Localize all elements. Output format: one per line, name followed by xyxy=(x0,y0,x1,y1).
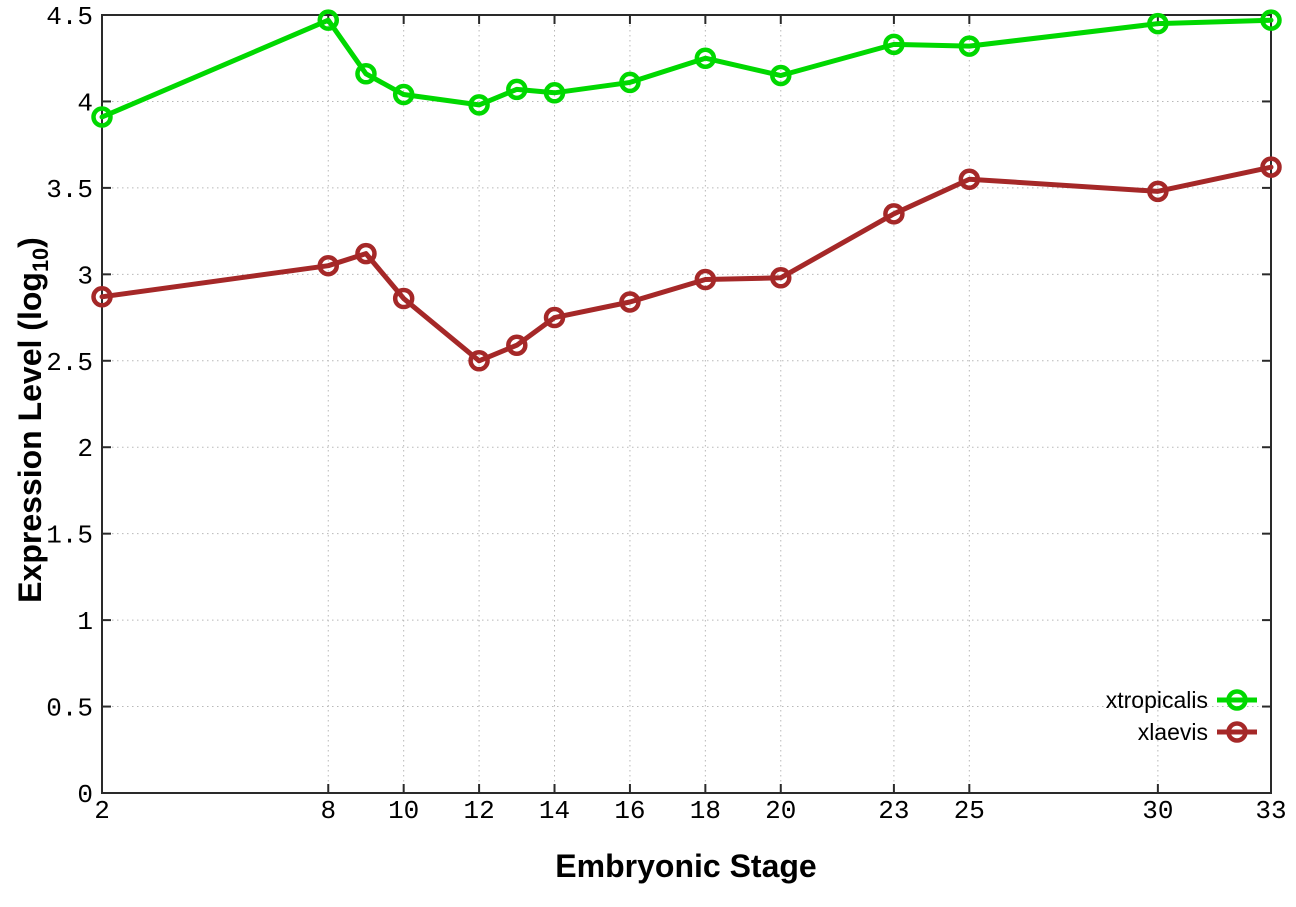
data-point-xtropicalis-30 xyxy=(1147,12,1169,35)
data-point-xlaevis-20 xyxy=(770,267,792,289)
data-point-xtropicalis-20 xyxy=(770,64,792,87)
x-tick-label: 10 xyxy=(388,796,419,826)
x-tick-label: 23 xyxy=(878,796,909,826)
x-tick-label: 25 xyxy=(954,796,985,826)
y-tick-label: 3.5 xyxy=(46,175,93,205)
x-tick-label: 30 xyxy=(1142,796,1173,826)
data-point-xlaevis-10 xyxy=(392,287,415,310)
data-point-xlaevis-16 xyxy=(619,291,641,313)
x-tick-label: 16 xyxy=(614,796,645,826)
data-point-xtropicalis-9 xyxy=(355,63,377,85)
x-tick-label: 14 xyxy=(539,796,570,826)
data-point-xlaevis-18 xyxy=(694,268,717,291)
data-point-xlaevis-25 xyxy=(958,168,981,190)
data-point-xlaevis-9 xyxy=(355,242,377,265)
data-point-xtropicalis-14 xyxy=(543,82,566,104)
y-axis-title-text: Expression Level (log xyxy=(11,272,48,603)
y-tick-label: 0.5 xyxy=(46,694,93,724)
data-point-xlaevis-23 xyxy=(883,203,905,225)
legend-item-xlaevis: xlaevis xyxy=(1106,716,1258,748)
data-point-xlaevis-12 xyxy=(468,350,490,372)
data-point-xlaevis-13 xyxy=(506,334,528,356)
plot-border xyxy=(101,14,1272,794)
x-tick-label: 33 xyxy=(1255,796,1286,826)
y-tick-label: 2.5 xyxy=(46,348,93,378)
data-point-xtropicalis-2 xyxy=(91,106,113,128)
series-line-xtropicalis xyxy=(99,17,1274,120)
legend-label-xlaevis: xlaevis xyxy=(1137,718,1208,745)
legend: xtropicalis xlaevis xyxy=(1106,684,1258,748)
y-axis-title: Expression Level (log10) xyxy=(12,237,54,603)
data-point-xlaevis-14 xyxy=(543,306,566,329)
data-point-xlaevis-2 xyxy=(91,286,113,308)
y-tick-label: 2 xyxy=(77,434,93,464)
data-point-xtropicalis-25 xyxy=(958,35,981,57)
legend-label-xtropicalis: xtropicalis xyxy=(1105,686,1208,713)
data-point-xtropicalis-10 xyxy=(392,83,415,106)
legend-marker-icon xyxy=(1217,689,1257,711)
y-tick-label: 0 xyxy=(77,780,93,810)
y-tick-label: 4.5 xyxy=(46,2,93,32)
data-point-xtropicalis-8 xyxy=(317,9,340,31)
series-line-xlaevis xyxy=(99,164,1274,364)
x-axis-title: Embryonic Stage xyxy=(555,848,817,884)
legend-item-xtropicalis: xtropicalis xyxy=(1106,684,1258,716)
x-tick-label: 18 xyxy=(690,796,721,826)
y-tick-label: 4 xyxy=(77,88,93,118)
data-point-xlaevis-30 xyxy=(1147,180,1169,203)
data-point-xtropicalis-18 xyxy=(694,47,717,69)
x-tick-label: 8 xyxy=(320,796,336,826)
data-point-xlaevis-33 xyxy=(1260,156,1282,178)
y-tick-label: 3 xyxy=(77,261,93,291)
data-point-xtropicalis-23 xyxy=(883,33,905,56)
data-point-xtropicalis-33 xyxy=(1260,9,1282,31)
x-tick-label: 20 xyxy=(765,796,796,826)
y-axis-title-close: ) xyxy=(11,237,48,248)
data-point-xtropicalis-16 xyxy=(619,71,641,94)
x-tick-label: 2 xyxy=(94,796,110,826)
y-axis-title-subscript: 10 xyxy=(28,247,54,273)
y-tick-label: 1 xyxy=(77,607,93,637)
data-point-xtropicalis-12 xyxy=(468,94,490,116)
legend-marker-icon xyxy=(1217,721,1257,743)
y-tick-label: 1.5 xyxy=(46,521,93,551)
data-point-xtropicalis-13 xyxy=(506,78,528,101)
data-point-xlaevis-8 xyxy=(317,254,340,277)
x-tick-label: 12 xyxy=(463,796,494,826)
